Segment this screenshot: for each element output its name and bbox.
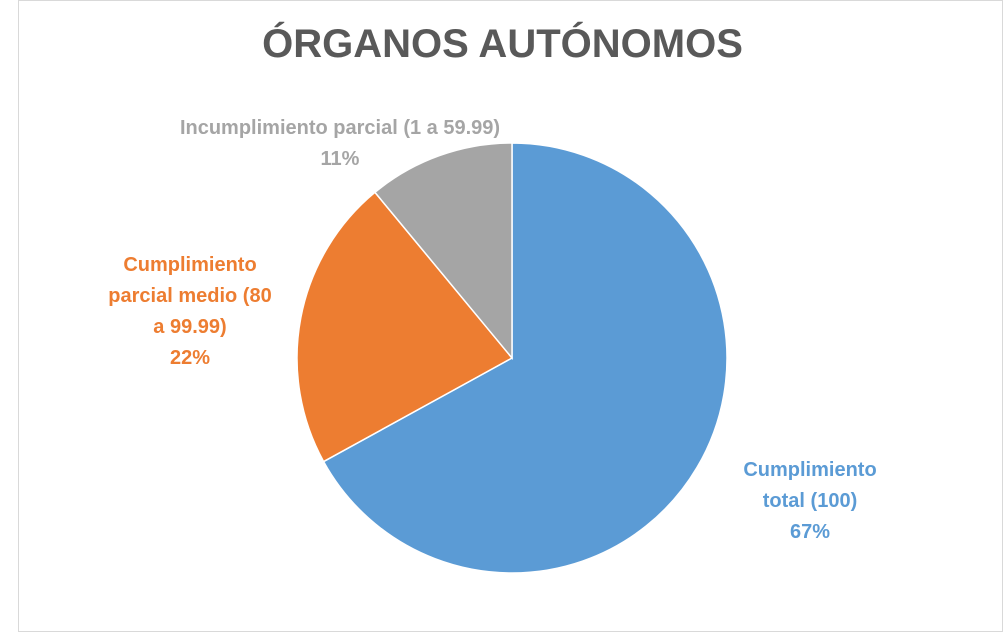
- pie-slice: [296, 191, 514, 463]
- slice-label: Incumplimiento parcial (1 a 59.99) 11%: [110, 113, 570, 175]
- slice-value: 67%: [789, 521, 831, 543]
- pie-slice: [373, 142, 513, 361]
- chart-border: [18, 0, 1003, 632]
- slice-value: 11%: [320, 148, 360, 170]
- slice-value: 22%: [169, 347, 211, 369]
- slice-category: Incumplimiento parcial (1 a 59.99): [179, 117, 501, 139]
- slice-label: Cumplimiento parcial medio (80 a 99.99) 2…: [100, 250, 280, 374]
- slice-category: Cumplimiento parcial medio (80 a 99.99): [108, 254, 272, 338]
- slice-label: Cumplimiento total (100) 67%: [720, 455, 900, 548]
- pie-slice: [322, 142, 728, 574]
- chart-title: ÓRGANOS AUTÓNOMOS: [262, 22, 743, 66]
- slice-category: Cumplimiento total (100): [743, 459, 877, 512]
